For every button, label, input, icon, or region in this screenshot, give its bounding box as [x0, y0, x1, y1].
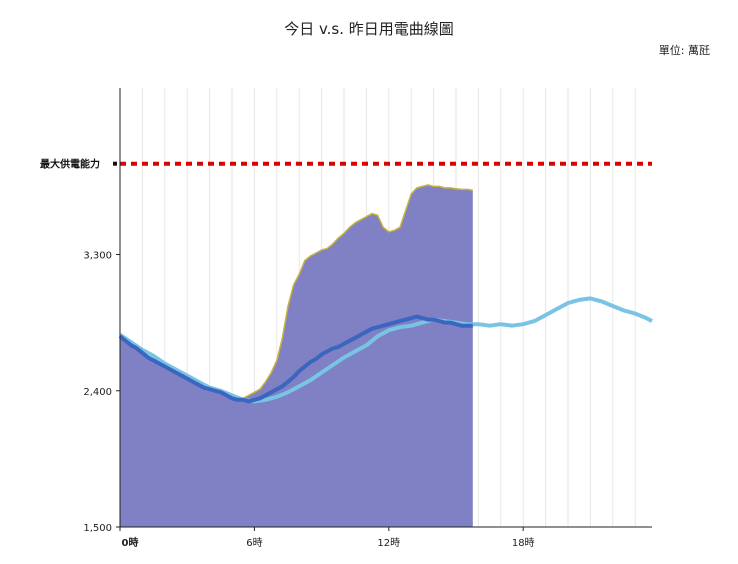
x-tick-label: 12時: [377, 537, 400, 549]
x-tick-label: 0時: [122, 536, 139, 549]
today-supply-area: [120, 184, 473, 527]
y-tick-label: 2,400: [83, 387, 112, 398]
unit-label: 單位: 萬瓩: [658, 44, 710, 57]
y-tick-labels: 1,500 2,400 3,300: [83, 251, 120, 534]
chart-title: 今日 v.s. 昨日用電曲線圖: [284, 20, 454, 38]
x-tick-label: 18時: [512, 537, 535, 549]
today-load-line: [118, 314, 473, 404]
y-tick-label: 1,500: [83, 523, 112, 534]
x-tick-labels: 0時 6時 12時 18時: [119, 527, 535, 549]
capacity-tick: [113, 161, 117, 166]
y-tick-label: 3,300: [83, 251, 112, 262]
capacity-label: 最大供電能力: [40, 158, 100, 171]
x-tick-label: 6時: [246, 537, 262, 549]
